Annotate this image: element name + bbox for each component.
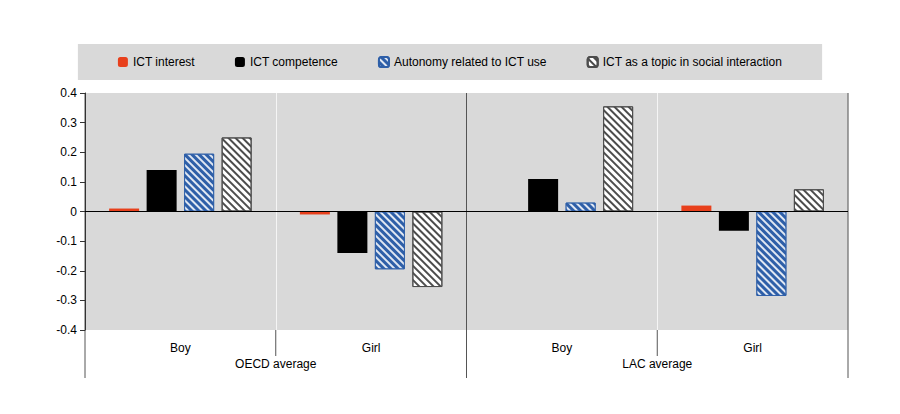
svg-text:LAC average: LAC average: [622, 357, 692, 371]
svg-text:Girl: Girl: [362, 341, 381, 355]
svg-text:Girl: Girl: [743, 341, 762, 355]
svg-text:ICT interest: ICT interest: [133, 55, 195, 69]
svg-text:-0.3: -0.3: [56, 293, 77, 307]
svg-text:ICT competence: ICT competence: [250, 55, 338, 69]
svg-text:0.3: 0.3: [60, 116, 77, 130]
svg-text:0.1: 0.1: [60, 175, 77, 189]
svg-text:ICT as a topic in social inter: ICT as a topic in social interaction: [603, 55, 782, 69]
svg-text:Boy: Boy: [552, 341, 573, 355]
svg-text:-0.2: -0.2: [56, 264, 77, 278]
svg-text:-0.4: -0.4: [56, 323, 77, 337]
svg-text:0.2: 0.2: [60, 145, 77, 159]
svg-text:Boy: Boy: [170, 341, 191, 355]
svg-text:Autonomy related to ICT use: Autonomy related to ICT use: [394, 55, 547, 69]
svg-text:OECD average: OECD average: [235, 357, 317, 371]
svg-text:0: 0: [70, 205, 77, 219]
svg-text:0.4: 0.4: [60, 86, 77, 100]
svg-text:-0.1: -0.1: [56, 234, 77, 248]
